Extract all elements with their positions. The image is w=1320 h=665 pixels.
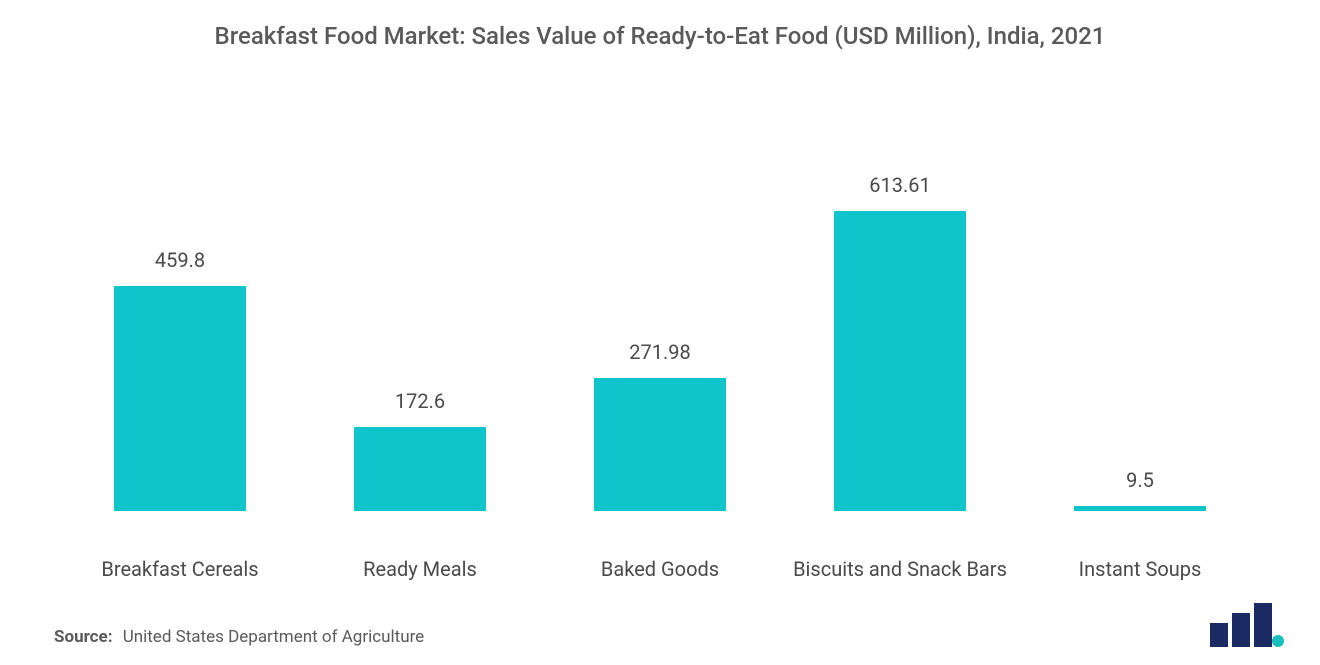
bar-value-label: 172.6 (300, 389, 540, 413)
plot-area: 459.8 172.6 271.98 613.61 9.5 Breakfast … (60, 80, 1260, 601)
bars-row: 459.8 172.6 271.98 613.61 9.5 (60, 211, 1260, 511)
bar-slot: 613.61 (780, 211, 1020, 511)
bar-value-label: 459.8 (60, 248, 300, 272)
chart-container: Breakfast Food Market: Sales Value of Re… (0, 0, 1320, 665)
source-line: Source: United States Department of Agri… (54, 627, 424, 647)
bar-rect (594, 378, 726, 511)
bar-value-label: 271.98 (540, 340, 780, 364)
bar-rect (354, 427, 486, 511)
bar-slot: 271.98 (540, 378, 780, 511)
x-axis-label: Baked Goods (540, 557, 780, 581)
bar-slot: 9.5 (1020, 506, 1260, 511)
logo-mark-icon (1208, 601, 1286, 647)
chart-footer: Source: United States Department of Agri… (0, 601, 1320, 665)
bar-rect (114, 286, 246, 511)
x-axis-label: Ready Meals (300, 557, 540, 581)
bar-slot: 459.8 (60, 286, 300, 511)
chart-title: Breakfast Food Market: Sales Value of Re… (0, 0, 1320, 60)
bar-rect (834, 211, 966, 511)
brand-logo-icon (1208, 601, 1286, 647)
x-axis-label: Instant Soups (1020, 557, 1260, 581)
x-axis-label: Biscuits and Snack Bars (780, 557, 1020, 581)
source-label: Source: (54, 627, 112, 647)
bar-rect (1074, 506, 1206, 511)
x-axis-labels: Breakfast Cereals Ready Meals Baked Good… (60, 557, 1260, 581)
bar-value-label: 613.61 (780, 173, 1020, 197)
bar-slot: 172.6 (300, 427, 540, 511)
source-text: United States Department of Agriculture (123, 627, 425, 647)
x-axis-label: Breakfast Cereals (60, 557, 300, 581)
bar-value-label: 9.5 (1020, 468, 1260, 492)
